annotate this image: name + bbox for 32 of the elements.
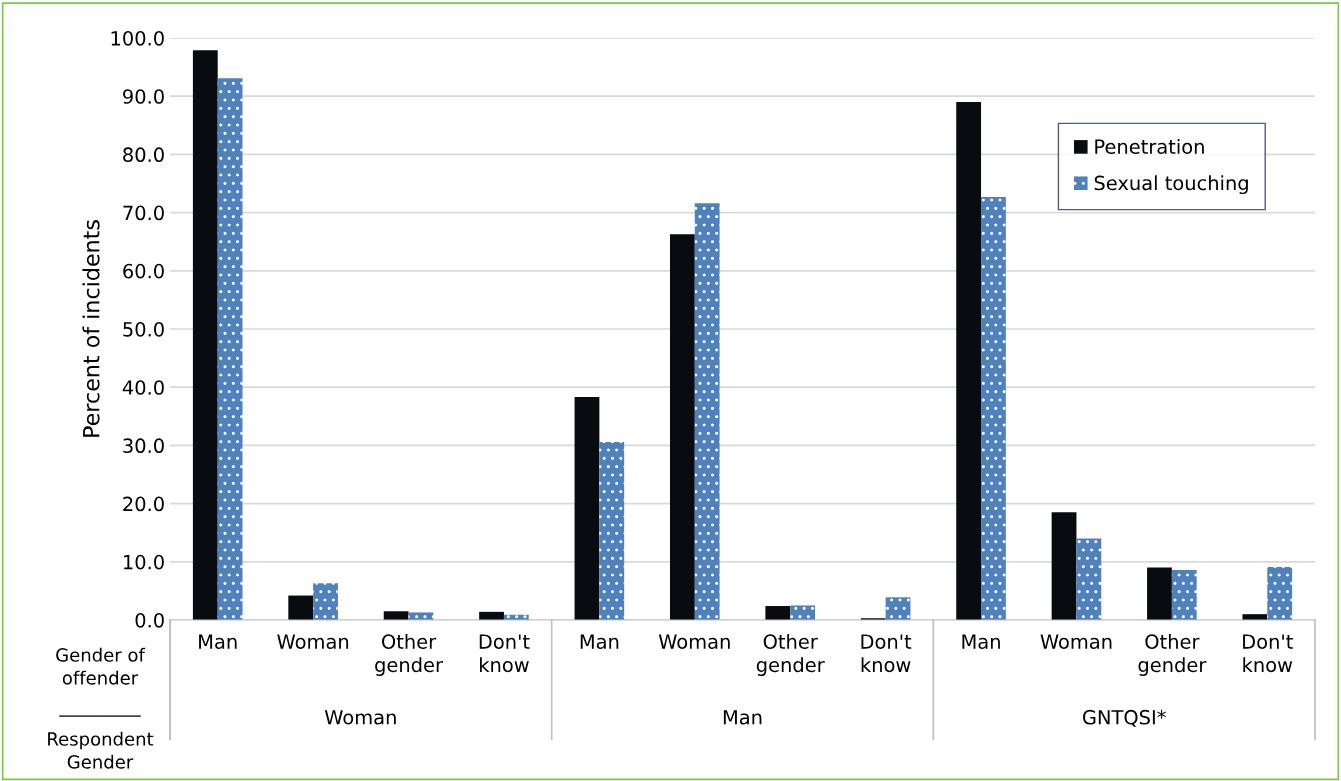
text: _________: [59, 715, 141, 717]
x-tick-label: Man: [962, 634, 1000, 649]
y-tick-label: 40.0: [122, 380, 164, 395]
y-tick-label: 0.0: [135, 612, 164, 628]
x-tick-label: Don't know: [861, 634, 912, 673]
y-tick-label: 60.0: [123, 263, 164, 279]
x-tick-label: Man: [199, 634, 237, 649]
x-tick-label: Other gender: [375, 633, 443, 676]
y-tick-label: 50.0: [123, 321, 164, 337]
x-tick-label: Woman: [277, 634, 349, 649]
x-tick-label: Woman: [658, 634, 730, 649]
y-tick-label: 10.0: [123, 554, 164, 570]
y-tick-label: 90.0: [123, 89, 164, 104]
y-tick-label: 70.0: [123, 205, 164, 221]
y-tick-label: 20.0: [123, 496, 164, 512]
y-axis-title: Percent of incidents: [82, 220, 100, 437]
y-tick-label: 100.0: [111, 30, 164, 46]
y-tick-label: 80.0: [123, 147, 164, 163]
x-tick-label: Don't know: [1243, 634, 1293, 673]
text: Man: [723, 710, 762, 725]
y-tick-label: 30.0: [123, 438, 164, 454]
x-tick-label: Other gender: [1138, 633, 1207, 676]
x-tick-label: Don't know: [479, 634, 530, 673]
x-tick-label: Other gender: [756, 633, 825, 676]
legend-label: Sexual touching: [1094, 175, 1248, 195]
text: GNTQSI*: [1082, 709, 1166, 727]
legend-label: Penetration: [1095, 138, 1204, 154]
x-tick-label: Man: [580, 634, 619, 649]
text: Respondent Gender: [48, 731, 154, 769]
text: Gender of offender: [56, 647, 146, 685]
x-tick-label: Woman: [1040, 634, 1112, 649]
text: Woman: [324, 710, 396, 725]
